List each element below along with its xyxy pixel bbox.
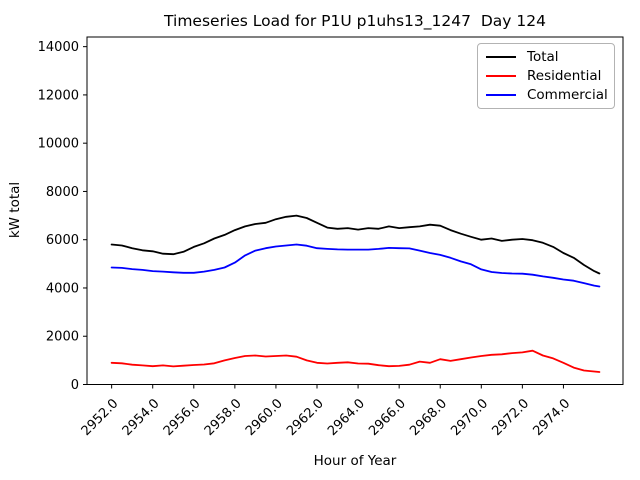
- x-tick-label: 2954.0: [120, 396, 163, 439]
- y-tick-label: 10000: [38, 137, 79, 152]
- x-tick-label: 2974.0: [530, 396, 573, 439]
- x-tick-label: 2972.0: [489, 396, 532, 439]
- x-tick-label: 2970.0: [448, 396, 491, 439]
- commercial-line-swatch: [486, 93, 516, 96]
- y-tick-label: 2000: [46, 330, 79, 345]
- x-tick-label: 2966.0: [366, 396, 409, 439]
- x-tick-label: 2968.0: [407, 396, 450, 439]
- commercial-line: [110, 243, 601, 288]
- legend-row-residential: Residential: [486, 68, 606, 84]
- x-tick-label: 2962.0: [284, 396, 327, 439]
- x-tick-label: 2956.0: [161, 396, 204, 439]
- y-tick-label: 6000: [46, 233, 79, 248]
- legend-label-commercial: Commercial: [527, 86, 608, 103]
- legend-row-total: Total: [486, 49, 606, 65]
- total-line-swatch: [486, 56, 516, 59]
- x-tick-label: 2964.0: [325, 396, 368, 439]
- legend-row-commercial: Commercial: [486, 86, 608, 103]
- legend-label-total: Total: [527, 49, 559, 66]
- x-tick-label: 2958.0: [202, 396, 245, 439]
- y-tick-label: 0: [71, 378, 79, 393]
- x-tick-label: 2952.0: [79, 396, 122, 439]
- residential-line-swatch: [486, 74, 516, 77]
- y-axis-label: kW total: [7, 181, 23, 239]
- legend-label-residential: Residential: [527, 67, 602, 84]
- legend: Total Residential Commercial: [477, 43, 615, 109]
- y-tick-label: 12000: [38, 88, 79, 103]
- y-tick-label: 8000: [46, 185, 79, 200]
- x-axis-label: Hour of Year: [313, 453, 397, 469]
- residential-line: [110, 349, 601, 373]
- y-tick-label: 14000: [38, 40, 79, 55]
- chart-title: Timeseries Load for P1U p1uhs13_1247 Day…: [164, 12, 546, 30]
- y-tick-label: 4000: [46, 281, 79, 296]
- total-line: [110, 214, 601, 275]
- x-tick-label: 2960.0: [243, 396, 286, 439]
- axes-frame: [86, 36, 624, 385]
